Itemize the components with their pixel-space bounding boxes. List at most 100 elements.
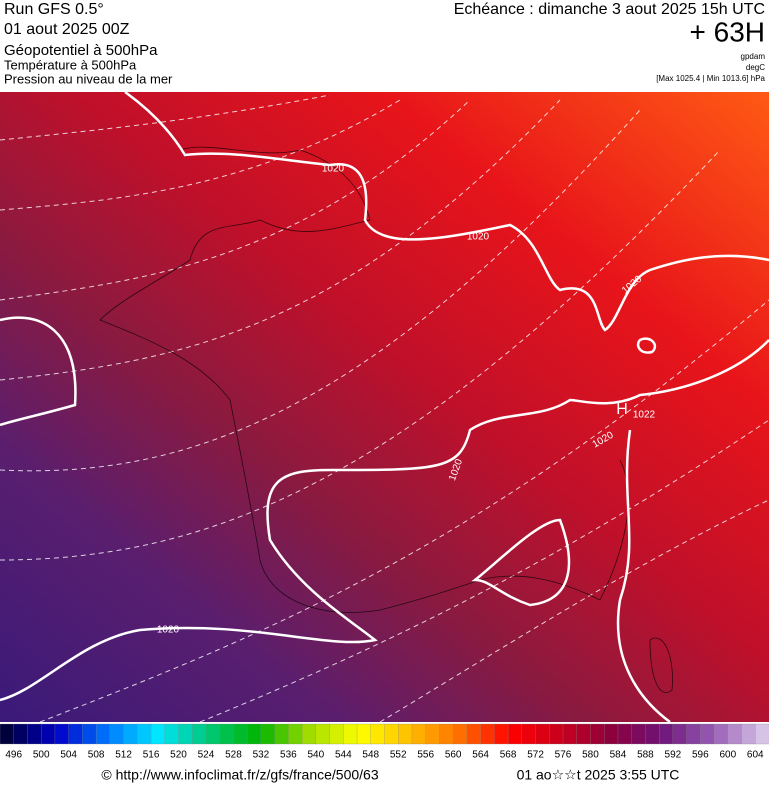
color-scale: 496 500 504 508 512 516 520 524 528 532 536 540 544 5…	[0, 723, 769, 761]
scale-cell	[480, 723, 496, 745]
scale-label: 576	[555, 750, 572, 761]
isobar-label: 1022	[633, 410, 656, 421]
scale-cell	[164, 723, 180, 745]
scale-label: 596	[692, 750, 709, 761]
scale-cell	[329, 723, 344, 745]
coastlines	[99, 146, 673, 693]
scale-cell	[494, 723, 509, 745]
high-pressure-marker: H	[616, 401, 628, 418]
scale-cell	[343, 723, 358, 745]
scale-label: 580	[582, 750, 599, 761]
scale-cell	[247, 723, 262, 745]
temperature-field	[0, 92, 769, 722]
isobar-label: 1020	[322, 164, 345, 175]
forecast-time: Echéance : dimanche 3 aout 2025 15h UTC	[454, 1, 765, 18]
scale-cell	[617, 723, 633, 745]
extremes: [Max 1025.4 | Min 1013.6] hPa	[656, 74, 765, 83]
scale-cell	[425, 723, 441, 745]
scale-cell	[576, 723, 592, 745]
scale-cell	[727, 723, 743, 745]
field-label: Pression au niveau de la mer	[4, 71, 173, 86]
scale-label: 508	[88, 750, 105, 761]
scale-label: 572	[527, 750, 544, 761]
unit-label: gpdam	[741, 52, 766, 61]
scale-label: 568	[500, 750, 517, 761]
scale-cell	[123, 723, 138, 745]
run-date: 01 aout 2025 00Z	[4, 21, 130, 38]
scale-cell	[13, 723, 29, 745]
scale-cell	[82, 723, 97, 745]
scale-cell	[631, 723, 647, 745]
scale-cell	[68, 723, 84, 745]
scale-label: 544	[335, 750, 352, 761]
scale-label: 588	[637, 750, 654, 761]
scale-cell	[41, 723, 56, 745]
scale-cell	[398, 723, 413, 745]
scale-cell	[274, 723, 290, 745]
scale-label: 584	[610, 750, 627, 761]
scale-cell	[233, 723, 248, 745]
scale-cell	[700, 723, 715, 745]
scale-label: 512	[115, 750, 132, 761]
scale-cell	[672, 723, 688, 745]
scale-label: 532	[253, 750, 270, 761]
scale-label: 592	[665, 750, 682, 761]
scale-cell	[755, 723, 769, 745]
scale-label: 496	[5, 750, 22, 761]
unit-label: degC	[746, 63, 765, 72]
footer-url: © http://www.infoclimat.fr/z/gfs/france/…	[101, 767, 378, 783]
geopotential-contours	[0, 94, 769, 723]
scale-cell	[535, 723, 550, 745]
scale-label: 500	[33, 750, 50, 761]
scale-cell	[507, 723, 523, 745]
scale-cell	[384, 723, 399, 745]
scale-cell	[741, 723, 756, 745]
scale-label: 536	[280, 750, 297, 761]
scale-cell	[686, 723, 701, 745]
scale-label: 604	[747, 750, 764, 761]
scale-cell	[466, 723, 482, 745]
scale-cell	[315, 723, 331, 745]
scale-label: 520	[170, 750, 187, 761]
scale-label: 528	[225, 750, 242, 761]
scale-cell	[521, 723, 537, 745]
scale-cell	[0, 723, 15, 745]
run-title: Run GFS 0.5°	[4, 1, 104, 18]
scale-cell	[439, 723, 454, 745]
scale-cell	[562, 723, 578, 745]
scale-label: 556	[417, 750, 434, 761]
scale-cell	[288, 723, 303, 745]
scale-label: 560	[445, 750, 462, 761]
scale-cell	[137, 723, 152, 745]
scale-label: 540	[307, 750, 324, 761]
scale-cell	[604, 723, 619, 745]
isobar-label: 1020	[157, 625, 180, 636]
scale-label: 552	[390, 750, 407, 761]
scale-cell	[301, 723, 317, 745]
scale-cell	[411, 723, 427, 745]
scale-cell	[453, 723, 468, 745]
scale-cell	[192, 723, 207, 745]
scale-cell	[370, 723, 386, 745]
scale-cell	[260, 723, 276, 745]
field-label: Température à 500hPa	[4, 57, 137, 72]
scale-label: 524	[198, 750, 215, 761]
scale-label: 564	[472, 750, 489, 761]
scale-cell	[590, 723, 605, 745]
scale-label: 548	[362, 750, 379, 761]
field-label: Géopotentiel à 500hPa	[4, 42, 158, 59]
scale-cell	[27, 723, 42, 745]
scale-cell	[205, 723, 221, 745]
scale-cell	[713, 723, 729, 745]
scale-cell	[54, 723, 70, 745]
scale-cell	[658, 723, 674, 745]
footer-timestamp: 01 ao☆☆t 2025 3:55 UTC	[517, 767, 680, 783]
scale-cell	[178, 723, 193, 745]
scale-cell	[356, 723, 372, 745]
pressure-isobars	[0, 90, 769, 724]
scale-cell	[645, 723, 660, 745]
scale-cell	[150, 723, 166, 745]
scale-label: 504	[60, 750, 77, 761]
scale-cell	[219, 723, 235, 745]
